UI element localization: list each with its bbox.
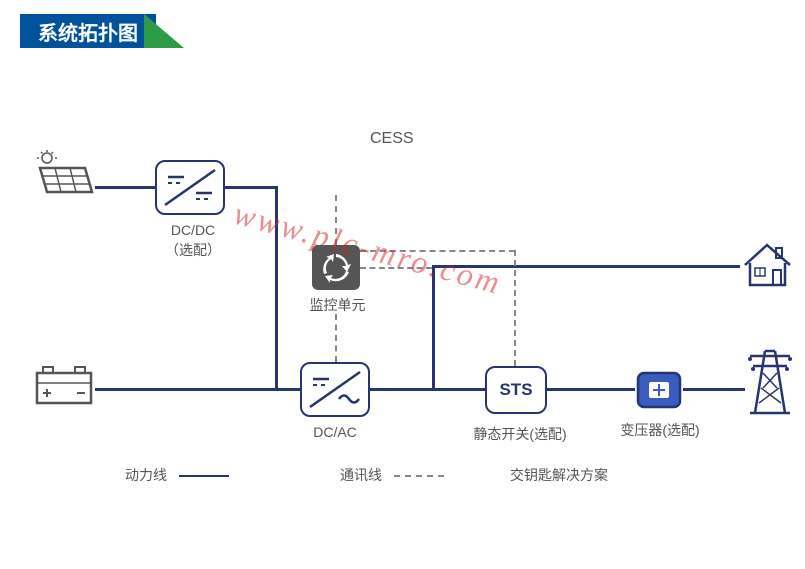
watermark: www.plc-mro.com [230,195,506,302]
header-accent [144,14,184,48]
power-line [432,265,740,268]
dcac-converter-icon [305,367,365,412]
comm-line [360,250,515,252]
comm-line [335,314,337,362]
diagram-title: CESS [370,130,414,148]
comm-line [514,250,516,366]
legend-power: 动力线 [125,465,229,485]
solar-panel-icon [35,150,95,205]
power-line [225,186,278,189]
house-icon [740,240,795,295]
power-line [95,186,155,189]
power-line [95,388,300,391]
dcdc-label-1: DC/DC [158,222,228,238]
dcac-box [300,362,370,417]
sts-label: 静态开关(选配) [465,424,575,444]
header-title: 系统拓扑图 [20,14,156,48]
power-line [683,388,745,391]
header-bar: 系统拓扑图 [20,14,184,48]
battery-icon [35,365,93,412]
power-line [432,265,435,390]
dcdc-box [155,160,225,215]
legend-comm: 通讯线 [340,465,444,485]
dcac-label: DC/AC [305,424,365,440]
dcdc-converter-icon [160,165,220,210]
power-line [275,186,278,389]
grid-tower-icon [745,348,795,423]
power-line [370,388,485,391]
legend-comm-line [394,475,444,477]
sts-box: STS [485,366,547,414]
dcdc-label-2: （选配） [148,240,238,260]
sts-text: STS [499,380,532,400]
recycle-icon [321,253,351,283]
monitor-box [312,245,360,290]
transformer-box [635,370,683,415]
legend-power-text: 动力线 [125,467,167,483]
power-line [547,388,635,391]
comm-line [335,195,337,245]
comm-line [360,267,432,269]
legend-comm-text: 通讯线 [340,467,382,483]
transformer-label: 变压器(选配) [610,420,710,440]
monitor-label: 监控单元 [300,295,375,315]
legend-turnkey: 交钥匙解决方案 [510,465,608,485]
legend-power-line [179,475,229,477]
